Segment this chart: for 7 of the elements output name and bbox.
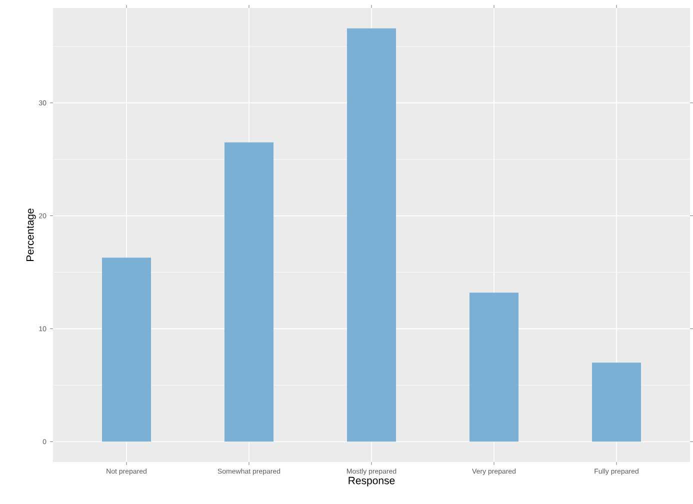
y-axis-title: Percentage — [26, 208, 36, 261]
bar — [470, 292, 519, 442]
x-axis-title: Response — [348, 476, 395, 486]
bar — [102, 258, 152, 442]
bar — [224, 142, 274, 442]
bar — [592, 362, 642, 442]
bar — [347, 28, 396, 442]
